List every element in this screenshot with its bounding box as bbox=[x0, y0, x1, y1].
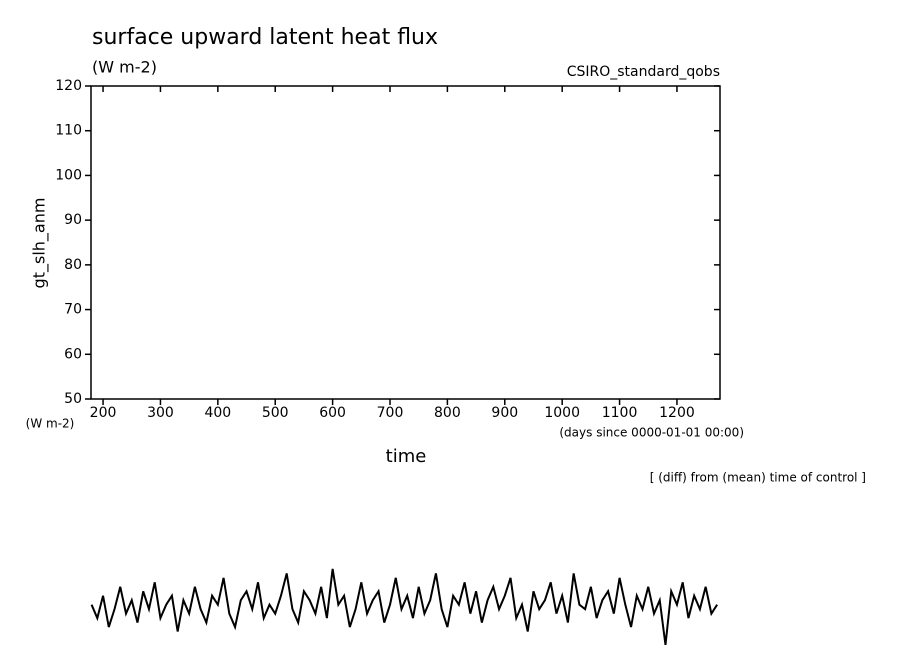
x-tick-label: 600 bbox=[319, 405, 346, 421]
y-tick-label: 100 bbox=[55, 167, 82, 183]
x-axis-label: time bbox=[386, 446, 427, 467]
annotation: [ (diff) from (mean) time of control ] bbox=[650, 471, 866, 485]
data-line bbox=[90, 568, 718, 646]
x-tick-label: 400 bbox=[204, 405, 231, 421]
x-tick-label: 200 bbox=[90, 405, 117, 421]
x-tick-label: 1100 bbox=[602, 405, 638, 421]
x-tick-label: 300 bbox=[147, 405, 174, 421]
x-tick-label: 1200 bbox=[659, 405, 695, 421]
y-tick-label: 120 bbox=[55, 78, 82, 94]
x-unit: (days since 0000-01-01 00:00) bbox=[559, 426, 744, 440]
source: CSIRO_standard_qobs bbox=[567, 64, 720, 80]
y-tick-label: 90 bbox=[64, 212, 82, 228]
y-axis-label: gt_slh_anm bbox=[30, 198, 50, 289]
y-tick-label: 60 bbox=[64, 346, 82, 362]
x-tick-label: 800 bbox=[434, 405, 461, 421]
chart-title: surface upward latent heat flux bbox=[92, 25, 438, 50]
subtitle: (W m-2) bbox=[92, 58, 157, 77]
y-tick-label: 80 bbox=[64, 257, 82, 273]
y-tick-label: 110 bbox=[55, 123, 82, 139]
x-tick-label: 500 bbox=[262, 405, 289, 421]
x-tick-label: 900 bbox=[491, 405, 518, 421]
plot-frame bbox=[90, 85, 721, 400]
y-tick-label: 50 bbox=[64, 391, 82, 407]
y-unit: (W m-2) bbox=[26, 417, 75, 431]
x-tick-label: 700 bbox=[377, 405, 404, 421]
x-tick-label: 1000 bbox=[544, 405, 580, 421]
y-tick-label: 70 bbox=[64, 302, 82, 318]
